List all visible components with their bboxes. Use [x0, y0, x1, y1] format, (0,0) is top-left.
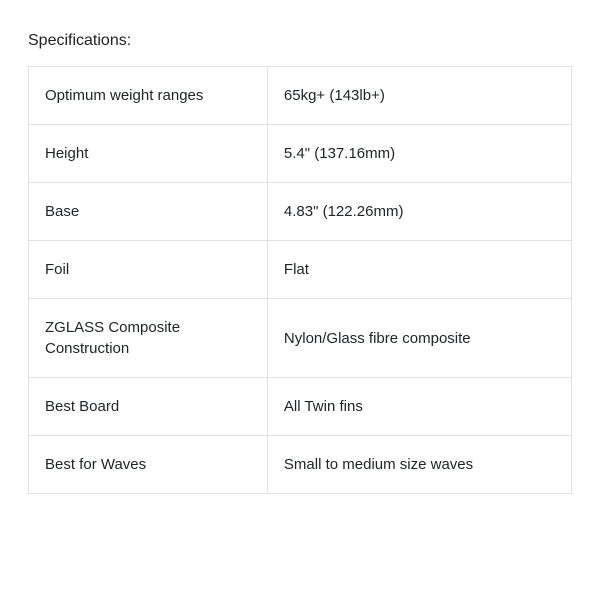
spec-label: Height [29, 125, 268, 183]
spec-label: Foil [29, 241, 268, 299]
table-row: Best Board All Twin fins [29, 378, 572, 436]
table-row: Foil Flat [29, 241, 572, 299]
spec-value: 4.83" (122.26mm) [267, 183, 571, 241]
spec-label: ZGLASS Composite Construction [29, 299, 268, 378]
table-row: ZGLASS Composite Construction Nylon/Glas… [29, 299, 572, 378]
spec-label: Base [29, 183, 268, 241]
specifications-table: Optimum weight ranges 65kg+ (143lb+) Hei… [28, 66, 572, 494]
table-row: Height 5.4" (137.16mm) [29, 125, 572, 183]
spec-label: Best for Waves [29, 436, 268, 494]
table-row: Optimum weight ranges 65kg+ (143lb+) [29, 67, 572, 125]
spec-value: Nylon/Glass fibre composite [267, 299, 571, 378]
spec-label: Best Board [29, 378, 268, 436]
spec-value: Flat [267, 241, 571, 299]
table-row: Base 4.83" (122.26mm) [29, 183, 572, 241]
spec-value: 65kg+ (143lb+) [267, 67, 571, 125]
spec-value: 5.4" (137.16mm) [267, 125, 571, 183]
spec-label: Optimum weight ranges [29, 67, 268, 125]
spec-value: All Twin fins [267, 378, 571, 436]
specifications-title: Specifications: [28, 32, 572, 50]
table-row: Best for Waves Small to medium size wave… [29, 436, 572, 494]
spec-value: Small to medium size waves [267, 436, 571, 494]
